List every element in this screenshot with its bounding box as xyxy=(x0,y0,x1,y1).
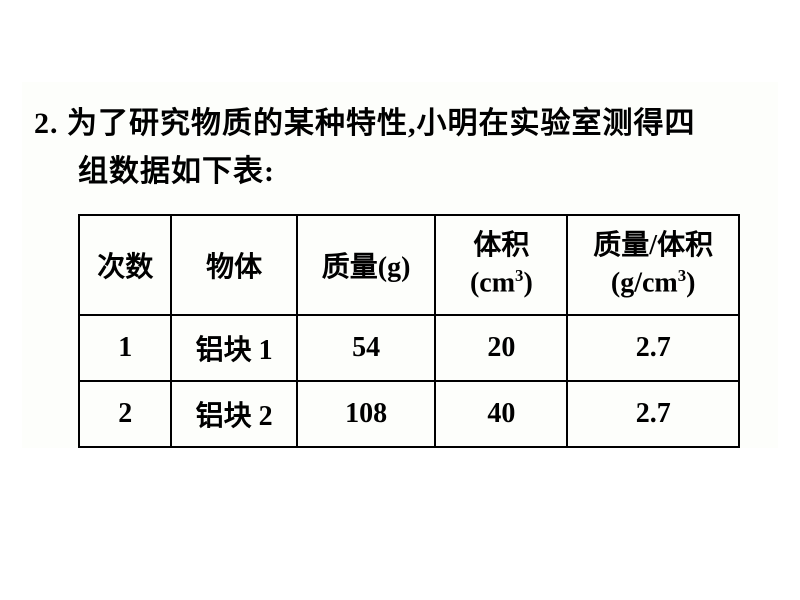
data-table: 次数 物体 质量(g) 体积 (cm3) 质量/体积 (g/cm3) 1 铝块 … xyxy=(78,214,740,448)
header-volume-line1: 体积 xyxy=(440,228,562,264)
cell-num-1: 1 xyxy=(79,315,171,381)
table-header-row: 次数 物体 质量(g) 体积 (cm3) 质量/体积 (g/cm3) xyxy=(79,215,739,315)
content-area: 2. 为了研究物质的某种特性,小明在实验室测得四 组数据如下表: 次数 物体 质… xyxy=(22,82,778,448)
cell-volume-2: 40 xyxy=(435,381,567,447)
header-ratio-line2: (g/cm3) xyxy=(572,265,734,302)
header-ratio: 质量/体积 (g/cm3) xyxy=(567,215,739,315)
header-object: 物体 xyxy=(171,215,296,315)
header-volume-line2: (cm3) xyxy=(440,265,562,302)
cell-volume-1: 20 xyxy=(435,315,567,381)
problem-line-2: 组数据如下表: xyxy=(78,148,766,196)
cell-num-2: 2 xyxy=(79,381,171,447)
cell-mass-2: 108 xyxy=(297,381,436,447)
table-row: 1 铝块 1 54 20 2.7 xyxy=(79,315,739,381)
cell-object-2: 铝块 2 xyxy=(171,381,296,447)
cell-ratio-2: 2.7 xyxy=(567,381,739,447)
problem-line-1: 2. 为了研究物质的某种特性,小明在实验室测得四 xyxy=(34,100,766,148)
table-row: 2 铝块 2 108 40 2.7 xyxy=(79,381,739,447)
header-ratio-line1: 质量/体积 xyxy=(572,228,734,264)
header-mass: 质量(g) xyxy=(297,215,436,315)
header-volume: 体积 (cm3) xyxy=(435,215,567,315)
header-trial: 次数 xyxy=(79,215,171,315)
cell-mass-1: 54 xyxy=(297,315,436,381)
cell-object-1: 铝块 1 xyxy=(171,315,296,381)
cell-ratio-1: 2.7 xyxy=(567,315,739,381)
